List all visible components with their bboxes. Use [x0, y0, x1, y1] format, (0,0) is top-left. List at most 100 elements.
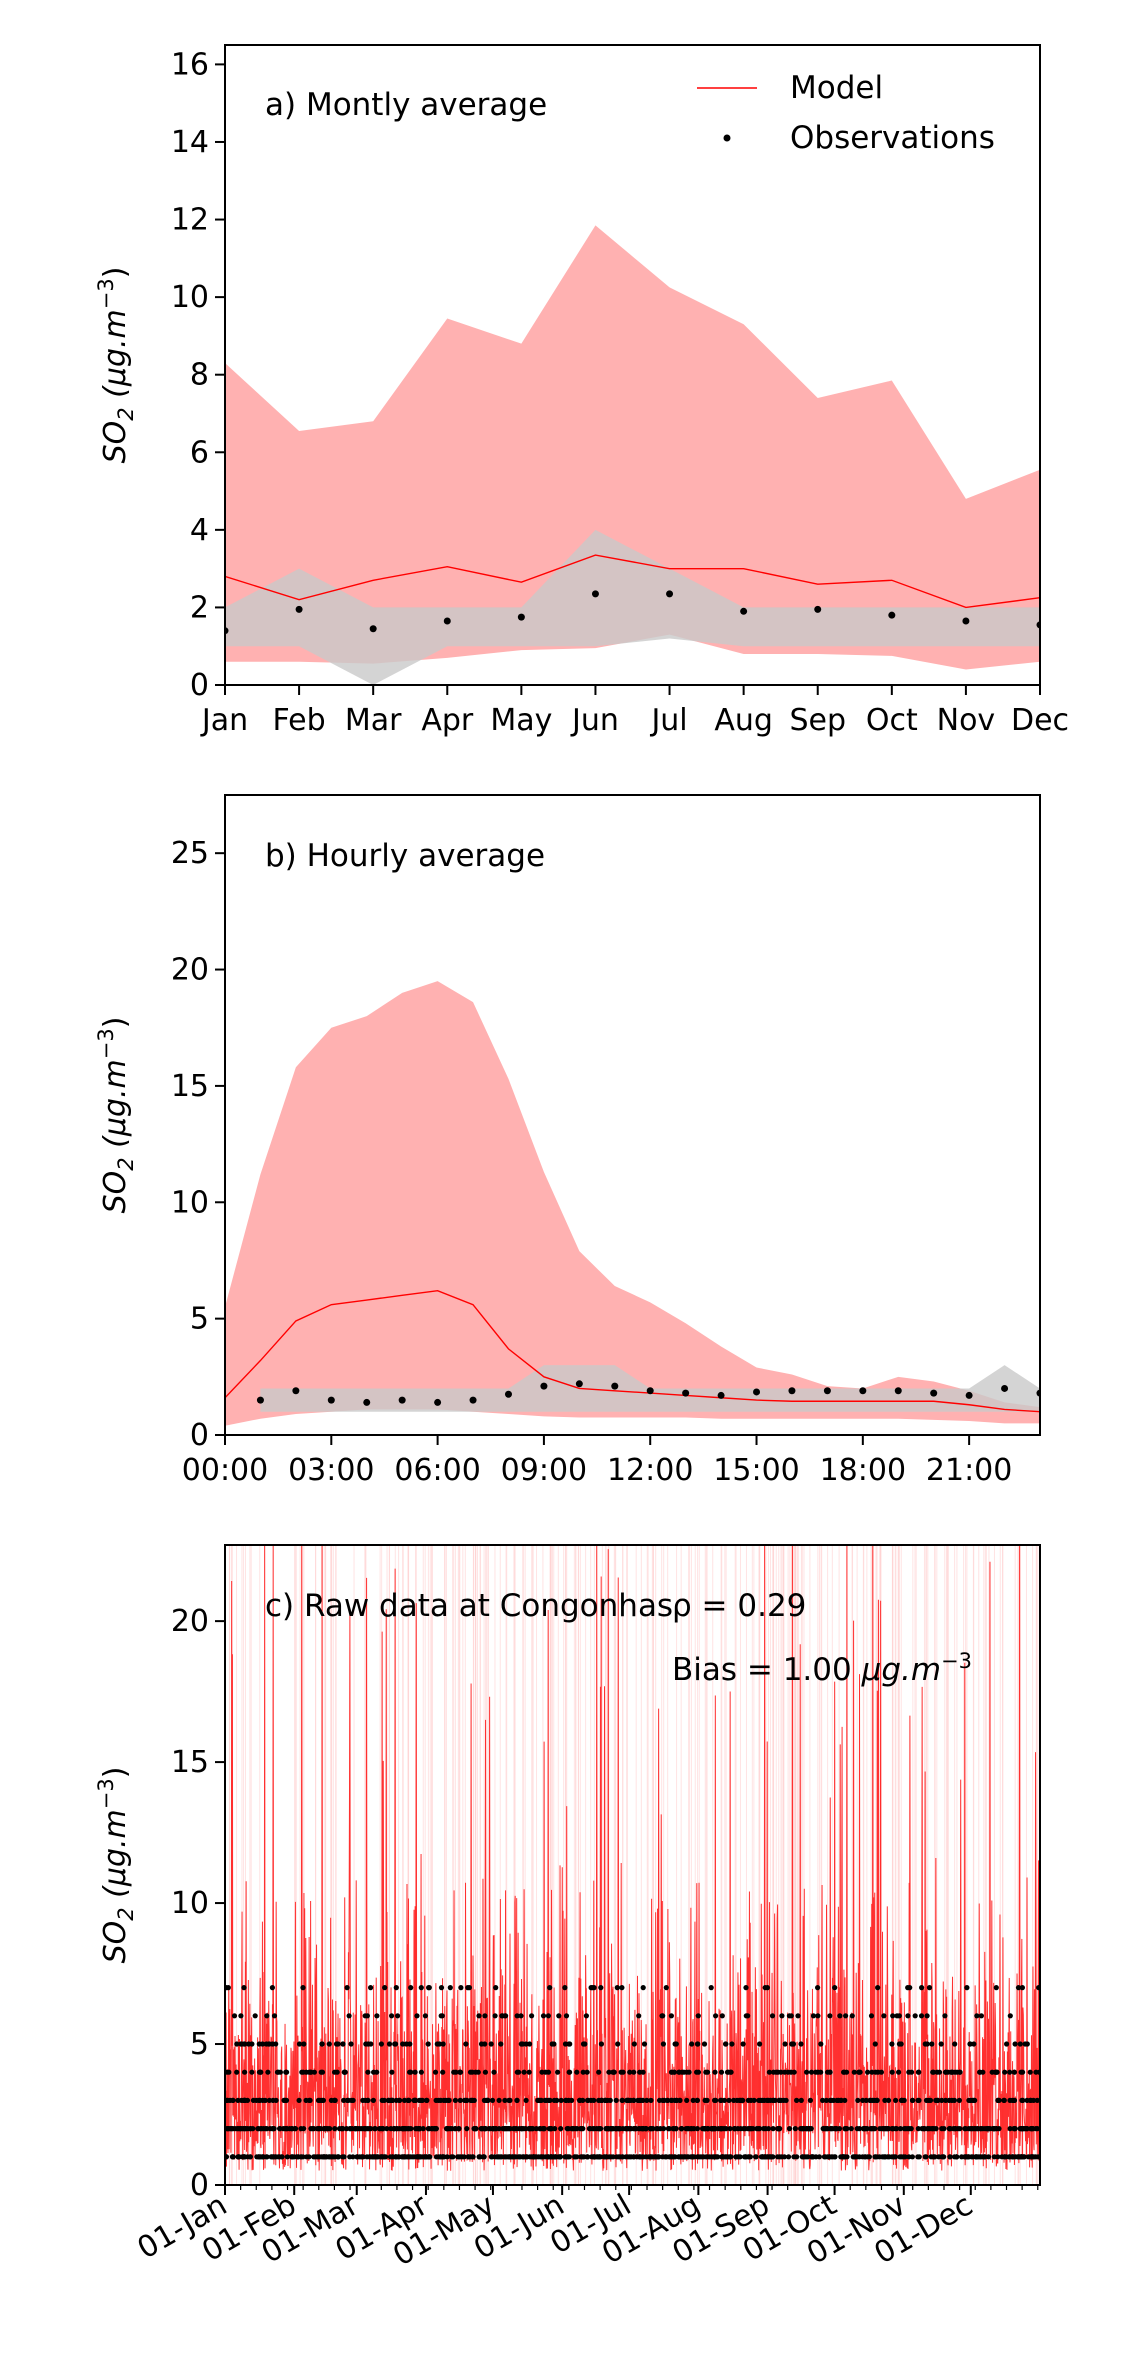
obs-point: [929, 2041, 935, 2047]
obs-point: [694, 2097, 701, 2103]
panel-b-ytick-label: 10: [171, 1185, 209, 1220]
obs-point: [350, 2097, 356, 2103]
obs-point: [641, 2126, 647, 2132]
obs-point: [613, 2097, 619, 2103]
obs-point: [307, 2097, 313, 2103]
obs-point: [607, 2097, 613, 2103]
obs-point: [438, 2097, 444, 2103]
obs-point: [296, 2041, 303, 2047]
obs-point: [580, 2069, 586, 2075]
panel-b-xtick-label: 21:00: [926, 1453, 1012, 1488]
obs-point: [354, 2154, 360, 2160]
obs-point: [417, 2126, 423, 2132]
obs-point: [824, 2126, 831, 2132]
obs-point: [230, 2154, 236, 2160]
obs-point: [660, 2154, 666, 2160]
obs-point: [482, 2069, 488, 2075]
obs-point: [574, 2154, 580, 2160]
obs-point: [1017, 2041, 1023, 2047]
panel-a-xtick-label: Jul: [649, 703, 687, 738]
panel-b-xtick-label: 06:00: [394, 1453, 480, 1488]
obs-point: [583, 2013, 590, 2019]
panel-b-frame: [224, 794, 1041, 1436]
panel-c-ytick-label: 10: [171, 1886, 209, 1921]
obs-point: [598, 2126, 604, 2132]
obs-point: [328, 2154, 334, 2160]
obs-point: [476, 2154, 482, 2160]
obs-point: [1011, 2069, 1018, 2075]
obs-point: [1030, 2154, 1036, 2160]
obs-point: [842, 2126, 848, 2132]
obs-point: [348, 2041, 354, 2047]
obs-point: [665, 2097, 671, 2103]
obs-point: [335, 2154, 342, 2160]
obs-point: [551, 2097, 557, 2103]
obs-point: [270, 2097, 276, 2103]
obs-point: [580, 2097, 586, 2103]
obs-point: [340, 2041, 346, 2047]
obs-point: [231, 2013, 238, 2019]
obs-point: [1020, 2126, 1026, 2132]
obs-point: [225, 1985, 231, 1991]
obs-point: [695, 2041, 701, 2047]
obs-point: [1027, 2069, 1033, 2075]
obs-point: [818, 2041, 824, 2047]
obs-point: [292, 1387, 300, 1395]
obs-point: [249, 2069, 255, 2075]
obs-point: [757, 2041, 763, 2047]
obs-point: [855, 2097, 861, 2103]
obs-point: [295, 605, 303, 613]
obs-point: [363, 1398, 371, 1406]
obs-point: [573, 2126, 579, 2132]
legend-obs-label: Observations: [790, 120, 995, 156]
panel-a-plot: [225, 225, 1040, 685]
obs-point: [326, 2041, 332, 2047]
obs-point: [882, 2097, 888, 2103]
obs-point: [1001, 1384, 1009, 1392]
obs-point: [331, 2097, 338, 2103]
obs-point: [620, 2069, 626, 2075]
obs-point: [723, 2041, 729, 2047]
obs-point: [317, 2154, 323, 2160]
panel-b-ytick-label: 20: [171, 953, 209, 988]
obs-point: [461, 2154, 467, 2160]
obs-point: [745, 2013, 751, 2019]
panel-a-xtick-label: Jun: [570, 703, 619, 738]
obs-point: [523, 2097, 529, 2103]
obs-point: [729, 2041, 735, 2047]
obs-point: [800, 2154, 806, 2160]
obs-point: [769, 2013, 776, 2019]
obs-point: [578, 2154, 584, 2160]
obs-point: [590, 2126, 596, 2132]
obs-point: [543, 2097, 549, 2103]
obs-point: [438, 1985, 445, 1991]
obs-point: [1003, 2154, 1009, 2160]
obs-point: [253, 2097, 259, 2103]
obs-point: [667, 2154, 673, 2160]
obs-point: [897, 2126, 904, 2132]
obs-point: [943, 2069, 949, 2075]
obs-point: [861, 2126, 868, 2132]
obs-point: [363, 2041, 369, 2047]
obs-point: [688, 2126, 694, 2132]
obs-point: [721, 2097, 728, 2103]
obs-point: [364, 2126, 370, 2132]
panel-a-frame: [224, 44, 1041, 686]
obs-point: [521, 2069, 527, 2075]
obs-point: [308, 2126, 314, 2132]
obs-point: [381, 2154, 387, 2160]
obs-point: [772, 2097, 778, 2103]
obs-point: [426, 1985, 432, 1991]
obs-point: [631, 2041, 637, 2047]
panel-a-ytick-label: 16: [171, 47, 209, 82]
obs-point: [770, 2154, 776, 2160]
obs-point: [519, 2126, 525, 2132]
obs-point: [619, 2097, 625, 2103]
obs-point: [300, 1985, 306, 1991]
obs-point: [989, 2069, 995, 2075]
model-line: [225, 554, 1040, 609]
obs-point: [765, 2126, 772, 2132]
obs-point: [838, 2154, 844, 2160]
obs-point: [368, 1985, 374, 1991]
obs-point: [314, 2126, 320, 2132]
